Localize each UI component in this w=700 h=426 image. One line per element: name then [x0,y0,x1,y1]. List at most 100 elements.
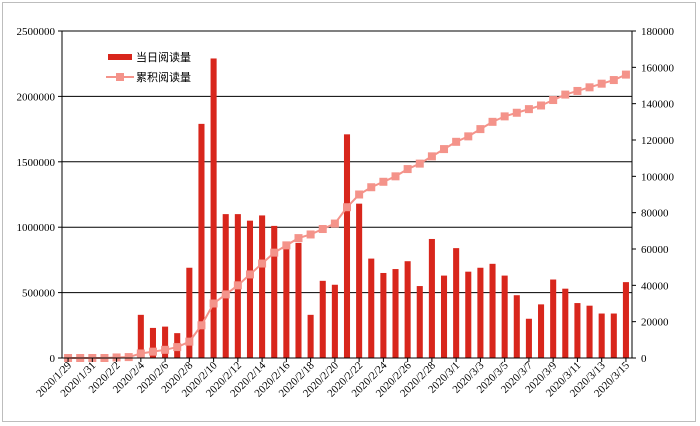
bar-daily-2020/2/11 [222,214,229,358]
point-cumulative-2020/2/23 [367,183,376,192]
point-cumulative-2020/2/26 [403,165,412,174]
point-cumulative-2020/2/25 [391,172,400,181]
bar-daily-2020/2/8 [186,267,193,358]
right-tick-label: 100000 [641,171,675,183]
bar-daily-2020/3/3 [477,267,484,358]
bar-daily-2020/2/21 [343,134,351,358]
point-cumulative-2020/2/29 [440,145,449,154]
right-tick-label: 0 [641,353,647,365]
legend-swatch-cumulative-marker [116,73,124,81]
point-cumulative-2020/2/14 [258,259,267,268]
bar-daily-2020/3/7 [525,318,532,358]
point-cumulative-2020/3/11 [573,86,582,95]
point-cumulative-2020/3/2 [464,132,473,141]
legend: 当日阅读量 累积阅读量 [106,50,191,84]
bar-daily-2020/2/19 [319,280,326,358]
bar-daily-2020/2/14 [259,215,266,358]
legend-swatch-daily [108,54,132,60]
bar-daily-2020/2/24 [380,272,387,358]
point-cumulative-2020/3/14 [609,76,618,85]
bar-daily-2020/3/8 [538,304,545,358]
right-axis-ticks: 0 20000 40000 60000 80000 100000 120000 140000 1… [632,26,675,365]
bar-daily-2020/2/23 [368,258,375,358]
bar-daily-2020/2/17 [295,242,302,358]
right-tick-label: 20000 [641,317,669,329]
bar-series-daily [137,58,629,359]
right-tick-label: 180000 [641,26,675,38]
bar-daily-2020/2/18 [307,314,314,358]
left-tick-label: 1500000 [17,157,56,169]
point-cumulative-2020/2/6 [161,345,170,354]
right-tick-label: 120000 [641,135,675,147]
point-cumulative-2020/2/28 [427,152,436,161]
point-cumulative-2020/2/4 [136,349,145,358]
point-cumulative-2020/2/19 [318,225,327,234]
point-cumulative-2020/3/6 [512,108,521,117]
point-cumulative-2020/3/15 [621,70,630,79]
bar-daily-2020/3/13 [598,313,605,358]
point-cumulative-2020/3/9 [549,96,558,105]
bar-daily-2020/2/22 [356,203,363,358]
left-tick-label: 2000000 [17,91,56,103]
bar-daily-2020/2/20 [331,284,338,358]
point-cumulative-2020/2/18 [306,230,315,239]
bar-daily-2020/3/14 [610,313,617,358]
left-tick-label: 500000 [22,288,56,300]
bar-daily-2020/3/1 [453,248,460,358]
bar-daily-2020/3/5 [501,275,508,358]
point-cumulative-2020/2/7 [173,343,182,352]
bar-daily-2020/3/9 [550,279,557,358]
bar-daily-2020/2/28 [428,238,435,358]
bar-daily-2020/2/13 [246,220,254,358]
right-tick-label: 60000 [641,244,669,256]
point-cumulative-2020/3/8 [537,101,546,110]
point-cumulative-2020/2/13 [245,270,254,279]
point-cumulative-2020/3/4 [488,117,497,126]
bar-daily-2020/2/4 [137,314,144,358]
bar-daily-2020/3/10 [562,288,569,358]
left-tick-label: 0 [50,353,56,365]
point-cumulative-2020/3/1 [452,137,461,146]
x-axis-ticks: 2020/1/292020/1/312020/2/22020/2/42020/2… [34,358,632,400]
point-cumulative-2020/2/16 [282,241,291,250]
point-cumulative-2020/2/9 [197,321,206,330]
point-cumulative-2020/2/15 [270,248,279,257]
bar-daily-2020/2/25 [392,269,399,358]
point-cumulative-2020/2/12 [233,281,242,290]
point-cumulative-2020/2/21 [343,203,351,212]
bar-daily-2020/2/6 [162,326,169,358]
bar-daily-2020/2/10 [210,58,217,359]
left-tick-label: 2500000 [17,26,56,38]
point-cumulative-2020/3/3 [476,125,485,134]
point-cumulative-2020/3/13 [597,79,606,88]
bar-daily-2020/2/9 [198,123,205,358]
bar-daily-2020/2/15 [271,225,278,358]
bar-daily-2020/3/11 [574,303,581,358]
right-tick-label: 80000 [641,208,669,220]
point-cumulative-2020/2/17 [294,234,303,243]
point-cumulative-2020/2/11 [221,290,230,299]
point-cumulative-2020/2/8 [185,337,194,346]
legend-label-cumulative: 累积阅读量 [136,70,191,84]
point-cumulative-2020/3/10 [561,90,570,99]
point-cumulative-2020/2/20 [330,219,339,228]
bar-daily-2020/2/5 [149,327,156,358]
point-cumulative-2020/2/10 [209,299,218,308]
point-cumulative-2020/2/2 [112,353,121,362]
point-cumulative-2020/2/27 [415,159,424,168]
point-cumulative-2020/2/22 [355,190,364,199]
left-tick-label: 1000000 [17,222,56,234]
bar-daily-2020/3/4 [489,263,496,358]
point-cumulative-2020/2/24 [379,177,388,186]
legend-label-daily: 当日阅读量 [136,50,191,64]
point-cumulative-2020/3/12 [585,83,594,92]
bar-daily-2020/3/2 [465,271,472,358]
bar-daily-2020/2/29 [440,275,448,358]
right-tick-label: 140000 [641,99,675,111]
bar-daily-2020/3/6 [513,295,520,358]
bar-daily-2020/2/16 [283,246,290,358]
bar-daily-2020/2/27 [416,286,423,358]
point-cumulative-2020/2/3 [124,353,133,362]
point-cumulative-2020/3/5 [500,112,509,121]
